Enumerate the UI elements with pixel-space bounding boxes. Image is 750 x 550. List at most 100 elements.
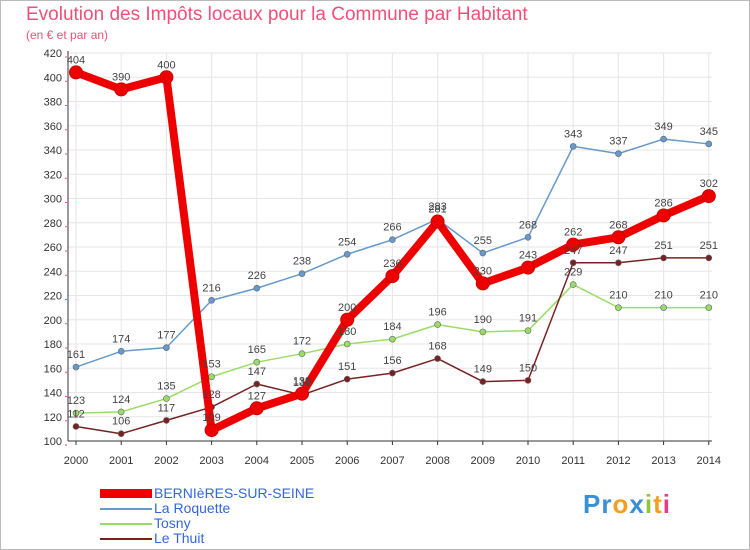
data-label-le-thuit: 168	[428, 341, 446, 353]
y-tick-label: 160	[44, 363, 62, 375]
data-label-le-thuit: 147	[248, 366, 266, 378]
data-label-le-thuit: 138	[293, 377, 311, 389]
data-label-la-roquette: 254	[338, 236, 356, 248]
legend-label-la-roquette: La Roquette	[154, 500, 231, 516]
data-label-le-thuit: 117	[158, 402, 176, 414]
data-point-la-roquette	[615, 150, 622, 157]
data-point-berni-res-sur-seine	[295, 386, 309, 401]
data-label-le-thuit: 247	[564, 245, 582, 257]
data-label-berni-res-sur-seine: 262	[564, 227, 582, 239]
proxiti-logo: Proxiti	[583, 489, 671, 519]
legend-label-tosny: Tosny	[154, 515, 191, 531]
data-point-le-thuit	[569, 259, 577, 267]
data-point-le-thuit	[615, 259, 622, 267]
data-point-le-thuit	[163, 417, 170, 424]
y-tick-label: 200	[44, 315, 62, 327]
data-label-berni-res-sur-seine: 127	[248, 390, 266, 402]
data-point-le-thuit	[434, 355, 441, 362]
x-tick-label: 2000	[64, 455, 88, 467]
data-label-berni-res-sur-seine: 109	[202, 412, 220, 424]
data-label-le-thuit: 251	[654, 240, 672, 252]
data-point-tosny	[434, 321, 441, 328]
data-label-berni-res-sur-seine: 400	[157, 59, 175, 71]
data-label-le-thuit: 156	[383, 355, 401, 367]
y-tick-label: 220	[44, 291, 62, 303]
data-label-tosny: 229	[564, 267, 582, 279]
data-point-la-roquette	[389, 236, 396, 244]
data-label-le-thuit: 149	[474, 364, 492, 376]
data-label-la-roquette: 343	[564, 128, 582, 140]
data-point-tosny	[72, 409, 80, 417]
data-label-le-thuit: 106	[112, 416, 130, 428]
x-tick-label: 2005	[290, 455, 314, 467]
x-tick-label: 2004	[245, 455, 269, 467]
data-point-le-thuit	[479, 378, 487, 385]
data-point-tosny	[479, 328, 487, 336]
x-tick-label: 2002	[154, 455, 178, 467]
y-tick-label: 400	[44, 72, 62, 84]
data-label-le-thuit: 247	[609, 245, 627, 257]
data-point-tosny	[253, 358, 261, 366]
data-point-tosny	[163, 395, 170, 402]
data-point-la-roquette	[705, 140, 713, 148]
data-point-la-roquette	[524, 234, 532, 241]
data-point-la-roquette	[569, 143, 577, 150]
data-point-la-roquette	[72, 363, 80, 371]
y-tick-label: 320	[44, 169, 62, 181]
y-tick-label: 420	[44, 48, 62, 60]
data-label-berni-res-sur-seine: 390	[112, 71, 130, 83]
legend-label-le-thuit: Le Thuit	[154, 530, 205, 546]
data-label-tosny: 153	[202, 359, 220, 371]
data-label-le-thuit: 112	[67, 408, 85, 420]
data-point-berni-res-sur-seine	[249, 401, 264, 416]
data-label-tosny: 190	[474, 314, 492, 326]
x-tick-label: 2003	[199, 455, 223, 467]
y-tick-label: 380	[44, 97, 62, 109]
x-tick-label: 2006	[335, 455, 359, 467]
data-label-tosny: 210	[609, 290, 627, 302]
x-tick-label: 2007	[380, 455, 404, 467]
x-tick-label: 2012	[606, 455, 630, 467]
legend-swatch-le-thuit	[100, 538, 152, 540]
data-point-tosny	[389, 335, 396, 343]
data-label-la-roquette: 161	[67, 349, 85, 361]
x-tick-label: 2008	[425, 455, 449, 467]
data-label-le-thuit: 128	[202, 389, 220, 401]
data-label-tosny: 165	[248, 344, 266, 356]
y-tick-label: 120	[44, 412, 62, 424]
y-tick-label: 100	[44, 436, 62, 448]
data-point-tosny	[208, 373, 215, 381]
data-label-tosny: 135	[157, 381, 175, 393]
y-tick-label: 280	[44, 218, 62, 230]
y-tick-label: 340	[44, 145, 62, 157]
data-point-berni-res-sur-seine	[475, 276, 490, 291]
data-point-la-roquette	[208, 297, 215, 304]
data-label-berni-res-sur-seine: 281	[428, 204, 446, 216]
y-tick-label: 140	[44, 388, 62, 400]
data-point-le-thuit	[389, 369, 396, 377]
data-label-la-roquette: 283	[428, 201, 446, 213]
y-tick-label: 260	[44, 242, 62, 254]
data-point-berni-res-sur-seine	[701, 189, 716, 204]
data-label-la-roquette: 268	[519, 219, 537, 231]
data-label-le-thuit: 251	[700, 240, 718, 252]
data-point-tosny	[117, 408, 125, 416]
data-point-tosny	[298, 350, 306, 358]
data-point-tosny	[569, 281, 577, 288]
data-label-berni-res-sur-seine: 200	[338, 302, 356, 314]
x-tick-label: 2010	[516, 455, 540, 467]
data-label-la-roquette: 226	[248, 270, 266, 282]
data-point-la-roquette	[253, 284, 261, 292]
y-tick-label: 300	[44, 194, 62, 206]
data-point-berni-res-sur-seine	[385, 269, 400, 284]
data-point-la-roquette	[660, 135, 667, 143]
data-label-tosny: 191	[519, 313, 537, 325]
data-point-berni-res-sur-seine	[204, 423, 219, 438]
data-point-le-thuit	[524, 377, 532, 384]
data-point-le-thuit	[253, 380, 261, 388]
data-label-tosny: 210	[700, 290, 718, 302]
data-label-la-roquette: 238	[293, 256, 311, 268]
data-label-berni-res-sur-seine: 268	[609, 219, 627, 231]
data-point-tosny	[343, 340, 351, 348]
